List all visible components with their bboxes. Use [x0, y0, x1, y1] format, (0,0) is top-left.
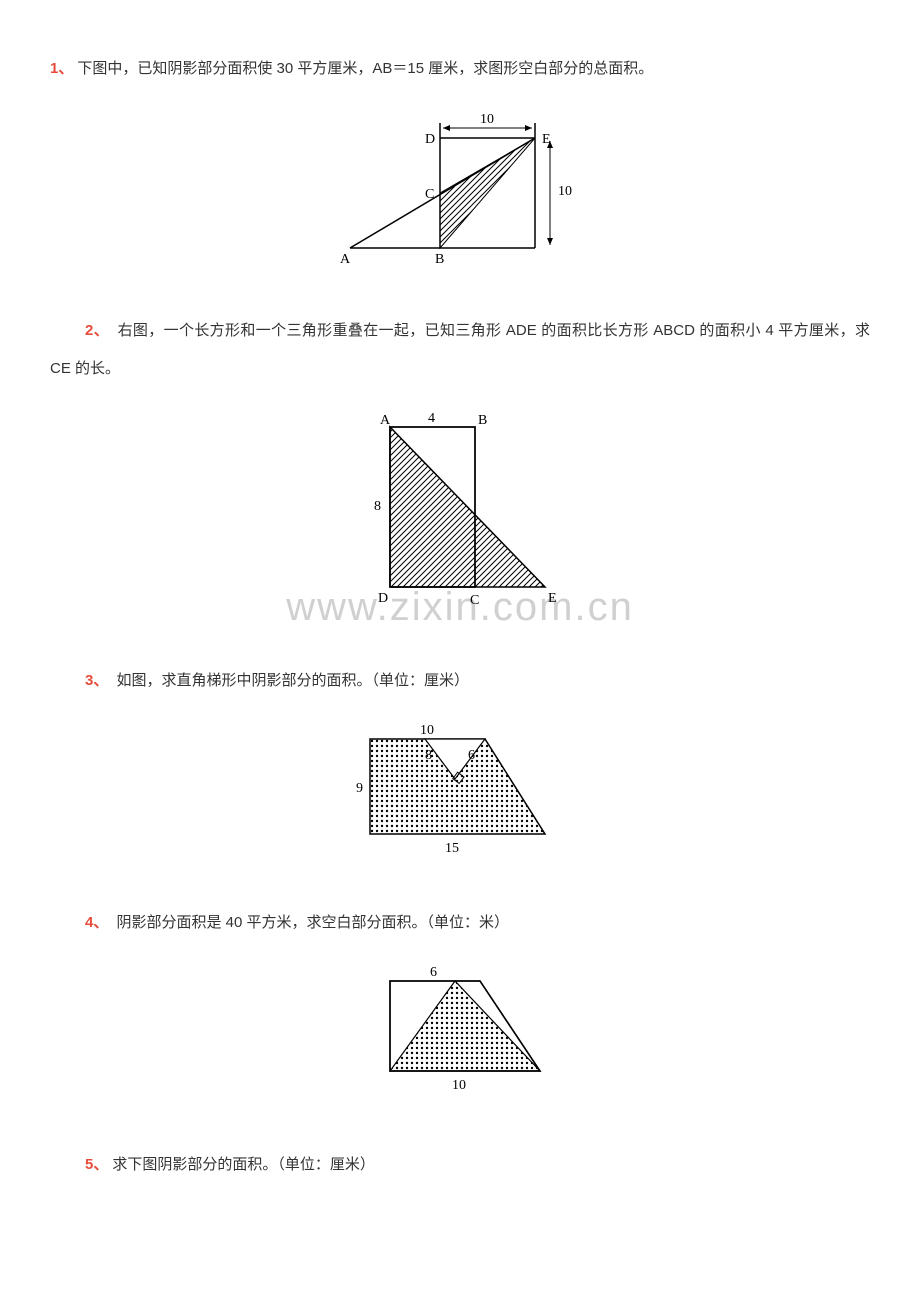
fig2-label-B: B	[478, 413, 487, 428]
problem-3-text: 3、 如图，求直角梯形中阴影部分的面积。（单位：厘米）	[50, 662, 870, 700]
problem-body: 如图，求直角梯形中阴影部分的面积。（单位：厘米）	[112, 672, 469, 689]
problem-1-figure: 10 10 D E C A B	[50, 103, 870, 288]
fig2-label-A: A	[380, 413, 391, 428]
fig2-label-8: 8	[374, 499, 381, 514]
problem-1: 1、下图中，已知阴影部分面积使 30 平方厘米，AB＝15 厘米，求图形空白部分…	[50, 50, 870, 287]
fig3-label-6: 6	[468, 748, 475, 763]
fig1-label-10-right: 10	[558, 184, 572, 199]
fig1-label-B: B	[435, 252, 444, 267]
problem-1-text: 1、下图中，已知阴影部分面积使 30 平方厘米，AB＝15 厘米，求图形空白部分…	[50, 50, 870, 88]
fig1-label-10-top: 10	[480, 112, 494, 127]
fig2-label-E: E	[548, 591, 557, 606]
fig4-label-6: 6	[430, 965, 437, 980]
fig1-label-D: D	[425, 132, 435, 147]
problem-4-figure: 6 10	[50, 956, 870, 1121]
fig2-label-C: C	[470, 593, 479, 608]
problem-number: 5、	[85, 1156, 108, 1173]
problem-3: 3、 如图，求直角梯形中阴影部分的面积。（单位：厘米） 10 8 6 9 15	[50, 662, 870, 879]
fig3-label-15: 15	[445, 841, 459, 856]
problem-2: 2、 右图，一个长方形和一个三角形重叠在一起，已知三角形 ADE 的面积比长方形…	[50, 312, 870, 637]
fig3-label-8: 8	[425, 748, 432, 763]
fig3-label-9: 9	[356, 781, 363, 796]
fig2-label-4: 4	[428, 411, 435, 426]
problem-4: 4、 阴影部分面积是 40 平方米，求空白部分面积。（单位：米） 6 10	[50, 904, 870, 1121]
fig4-label-10: 10	[452, 1078, 466, 1093]
fig3-label-10: 10	[420, 723, 434, 738]
problem-5-text: 5、求下图阴影部分的面积。（单位：厘米）	[50, 1146, 870, 1184]
problem-2-text: 2、 右图，一个长方形和一个三角形重叠在一起，已知三角形 ADE 的面积比长方形…	[50, 312, 870, 387]
problem-body: 右图，一个长方形和一个三角形重叠在一起，已知三角形 ADE 的面积比长方形 AB…	[50, 322, 870, 377]
problem-body: 下图中，已知阴影部分面积使 30 平方厘米，AB＝15 厘米，求图形空白部分的总…	[77, 60, 653, 77]
fig1-label-C: C	[425, 187, 434, 202]
problem-number: 4、	[85, 914, 108, 931]
fig1-label-E: E	[542, 132, 551, 147]
problem-number: 3、	[85, 672, 108, 689]
problem-5: 5、求下图阴影部分的面积。（单位：厘米）	[50, 1146, 870, 1184]
fig1-label-A: A	[340, 252, 351, 267]
problem-number: 2、	[85, 322, 109, 339]
problem-2-figure: www.zixin.com.cn A B 4 8 D C E	[50, 402, 870, 637]
problem-3-figure: 10 8 6 9 15	[50, 714, 870, 879]
fig2-label-D: D	[378, 591, 388, 606]
problem-body: 阴影部分面积是 40 平方米，求空白部分面积。（单位：米）	[112, 914, 509, 931]
problem-4-text: 4、 阴影部分面积是 40 平方米，求空白部分面积。（单位：米）	[50, 904, 870, 942]
problem-number: 1、	[50, 60, 73, 77]
problem-body: 求下图阴影部分的面积。（单位：厘米）	[112, 1156, 375, 1173]
